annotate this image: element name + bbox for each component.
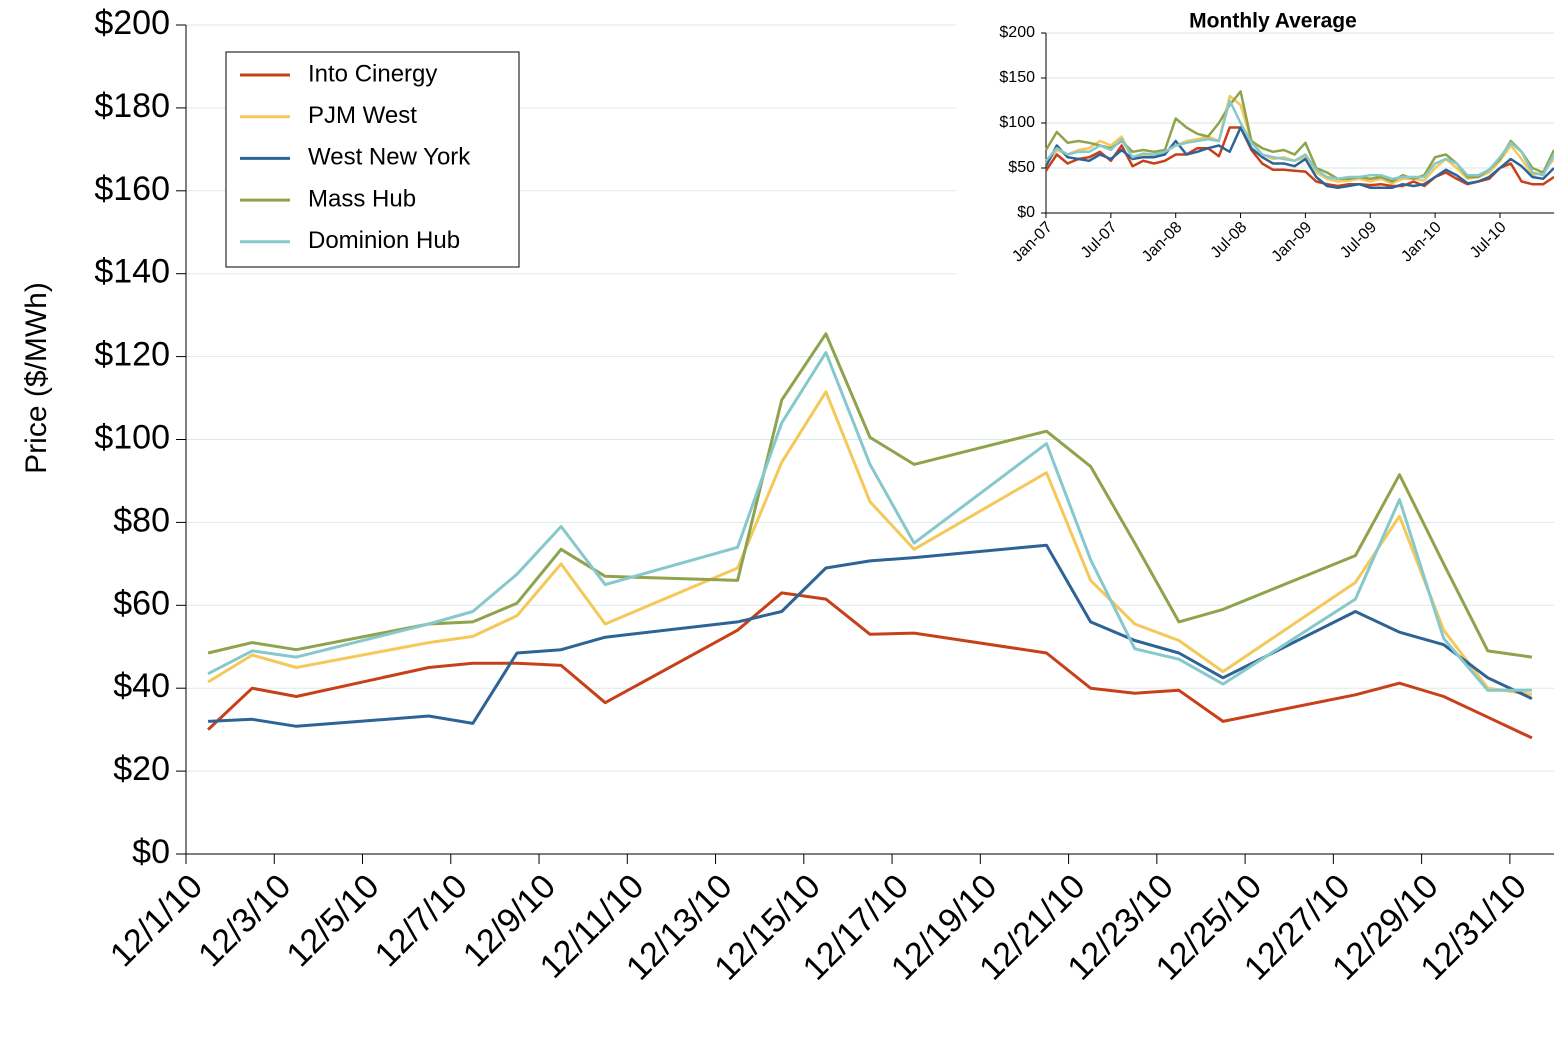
y-tick-label: $40 <box>113 667 170 705</box>
series-line <box>207 591 1533 740</box>
series-line <box>207 332 1533 659</box>
legend-label: Mass Hub <box>308 185 416 212</box>
series-line <box>1044 90 1554 183</box>
legend-label: West New York <box>308 144 471 171</box>
inset-title: Monthly Average <box>1189 10 1357 33</box>
x-tick-label: 12/5/10 <box>279 867 386 974</box>
series-line <box>208 543 1533 728</box>
y-tick-label: $0 <box>132 833 170 871</box>
series-line <box>207 351 1532 692</box>
y-tick-label: $200 <box>94 4 170 42</box>
legend: Into Cinergy PJM West West New York Mass Hu… <box>225 51 520 268</box>
y-tick-label: $50 <box>1008 159 1035 176</box>
y-tick-label: $100 <box>999 114 1035 131</box>
y-axis-label: Price ($/MWh) <box>20 282 53 474</box>
legend-label: Dominion Hub <box>308 227 460 254</box>
y-tick-label: $80 <box>113 501 170 539</box>
legend-label: Into Cinergy <box>308 60 437 87</box>
y-tick-label: $60 <box>113 584 170 622</box>
x-tick-label: 12/1/10 <box>103 867 210 974</box>
series-line <box>207 390 1533 696</box>
y-tick-label: $20 <box>113 750 170 788</box>
y-tick-label: $120 <box>94 336 170 374</box>
y-tick-label: $180 <box>94 87 170 125</box>
y-tick-label: $100 <box>94 418 170 456</box>
y-tick-label: $200 <box>999 24 1035 41</box>
legend-label: PJM West <box>308 102 417 129</box>
x-tick-label: 12/7/10 <box>368 867 475 974</box>
x-tick-label: 12/3/10 <box>191 867 298 974</box>
series-line <box>1044 126 1554 190</box>
y-tick-label: $150 <box>999 69 1035 86</box>
y-tick-label: $0 <box>1017 204 1035 221</box>
y-tick-label: $140 <box>94 253 170 291</box>
series-line <box>1045 99 1554 181</box>
y-tick-label: $160 <box>94 170 170 208</box>
